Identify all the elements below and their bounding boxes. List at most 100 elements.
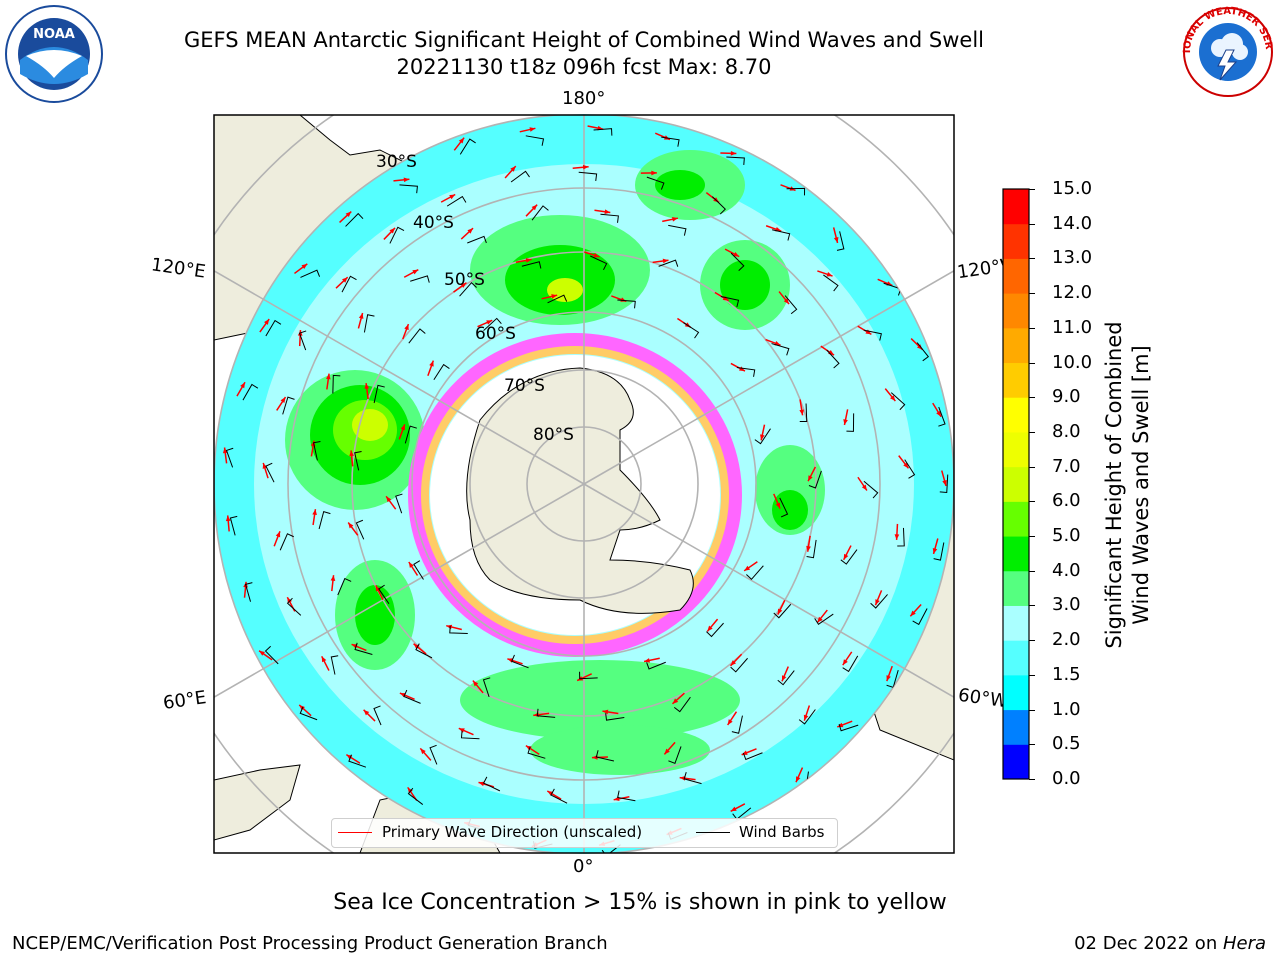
- wind-barb: [730, 252, 745, 272]
- colorbar-block: [1003, 466, 1029, 502]
- wave-direction-arrowhead: [672, 217, 678, 222]
- wind-barb: [646, 176, 665, 190]
- colorbar-block: [1003, 501, 1029, 537]
- wave-direction-arrowhead: [775, 502, 781, 509]
- wave-direction-arrowhead: [321, 656, 327, 663]
- wind-barb: [373, 705, 382, 726]
- colorbar-block: [1003, 327, 1029, 364]
- wave-direction-arrowhead: [345, 211, 352, 218]
- wind-barb: [601, 844, 621, 854]
- wind-barb: [389, 226, 405, 244]
- wind-barb: [720, 295, 740, 308]
- wave-direction-arrowhead: [861, 484, 867, 491]
- wind-barb: [939, 474, 949, 494]
- wave-direction-arrowhead: [429, 360, 434, 367]
- wave-direction-arrowhead: [400, 424, 406, 431]
- wave-direction-arrowhead: [259, 650, 265, 656]
- wind-barb: [579, 671, 598, 680]
- colorbar-tick-label: 13.0: [1052, 247, 1093, 269]
- wind-barb: [773, 603, 792, 619]
- wave-direction-arrowhead: [349, 450, 354, 457]
- wind-barb: [904, 459, 916, 479]
- wave-direction-arrowhead: [727, 719, 733, 726]
- wave-direction-arrowhead: [843, 553, 849, 560]
- colorbar-block: [1003, 570, 1029, 606]
- colorbar-tick-label: 11.0: [1052, 316, 1093, 338]
- lat-label-50s: 50°S: [444, 270, 485, 290]
- wind-barb: [449, 625, 468, 634]
- colorbar-label-line1: Significant Height of Combined: [1102, 321, 1126, 649]
- wave-direction-arrowhead: [525, 258, 532, 263]
- colorbar-block: [1003, 640, 1029, 676]
- wave-direction-arrowhead: [404, 324, 409, 331]
- wave-direction-arrowhead: [837, 722, 844, 728]
- chart-subtitle: 20221130 t18z 096h fcst Max: 8.70: [396, 55, 772, 79]
- colorbar-tick-mark: [1029, 466, 1035, 468]
- nws-logo: NATIONAL WEATHER SERVICE: [1176, 4, 1274, 97]
- wave-direction-arrowhead: [826, 272, 833, 277]
- wave-direction-arrowhead: [446, 624, 453, 630]
- wind-barb: [683, 322, 700, 339]
- wind-barb: [242, 383, 259, 401]
- wind-barb: [938, 406, 946, 427]
- wind-barb: [595, 750, 615, 762]
- wind-barb: [521, 261, 542, 269]
- wind-barb: [536, 708, 556, 718]
- wave-direction-legend-label: Primary Wave Direction (unscaled): [382, 823, 643, 841]
- wind-barb: [798, 709, 816, 725]
- wave-direction-arrowhead: [662, 258, 669, 264]
- wave-direction-arrowhead: [275, 531, 281, 538]
- wind-barb: [345, 212, 364, 227]
- wave-direction-arrowhead: [707, 625, 713, 632]
- wind-barb: [578, 171, 598, 181]
- colorbar-tick-mark: [1029, 501, 1035, 503]
- colorbar-block: [1003, 674, 1029, 711]
- colorbar-label-line2: Wind Waves and Swell [m]: [1129, 345, 1153, 625]
- wind-barb: [404, 425, 417, 444]
- wind-barb: [593, 128, 613, 136]
- wind-barb: [683, 772, 702, 785]
- wind-barb: [771, 343, 790, 356]
- wind-barb: [446, 195, 467, 207]
- wind-barb: [617, 790, 636, 802]
- wind-barb: [673, 696, 691, 713]
- wave-direction-arrowhead: [472, 680, 479, 687]
- colorbar-tick-label: 4.0: [1052, 559, 1081, 581]
- wave-direction-arrowhead: [760, 434, 765, 441]
- colorbar-tick-label: 15.0: [1052, 178, 1093, 199]
- wind-barb: [550, 788, 568, 804]
- wave-direction-arrowhead: [664, 748, 670, 755]
- wave-direction-arrowhead: [348, 522, 354, 529]
- wind-barb: [646, 661, 666, 670]
- wave-direction-arrowhead: [225, 515, 231, 522]
- wind-barb: [225, 447, 234, 468]
- wave-direction-arrowhead: [363, 709, 370, 716]
- wind-barbs-legend-swatch: [696, 832, 730, 833]
- wind-barb: [413, 560, 424, 580]
- colorbar-tick-label: 2.0: [1052, 629, 1081, 651]
- colorbar-block: [1003, 536, 1029, 572]
- colorbar-tick-mark: [1029, 674, 1035, 676]
- wind-barb: [890, 392, 906, 411]
- wind-barb: [318, 510, 331, 530]
- wind-barb: [897, 527, 905, 547]
- colorbar-tick-mark: [1029, 570, 1035, 572]
- wave-direction-arrowhead: [932, 547, 938, 554]
- wave-direction-arrowhead: [389, 227, 396, 234]
- wind-barb: [510, 170, 530, 183]
- wave-direction-arrowhead: [886, 675, 891, 682]
- wave-direction-arrowhead: [722, 295, 729, 301]
- wind-barb: [711, 196, 726, 215]
- colorbar-tick-label: 10.0: [1052, 351, 1093, 373]
- footer-date: 02 Dec 2022 on Hera: [1074, 933, 1266, 954]
- colorbar-tick-label: 3.0: [1052, 594, 1081, 616]
- colorbar-tick-label: 7.0: [1052, 455, 1081, 477]
- wave-direction-arrowhead: [803, 714, 809, 721]
- wind-barb: [527, 746, 546, 759]
- wind-barb: [706, 622, 724, 638]
- colorbar-block: [1003, 189, 1029, 225]
- graticule: [214, 115, 954, 853]
- wave-direction-arrowhead: [420, 748, 426, 755]
- wind-barb: [617, 299, 636, 309]
- wave-direction-arrowhead: [744, 565, 751, 571]
